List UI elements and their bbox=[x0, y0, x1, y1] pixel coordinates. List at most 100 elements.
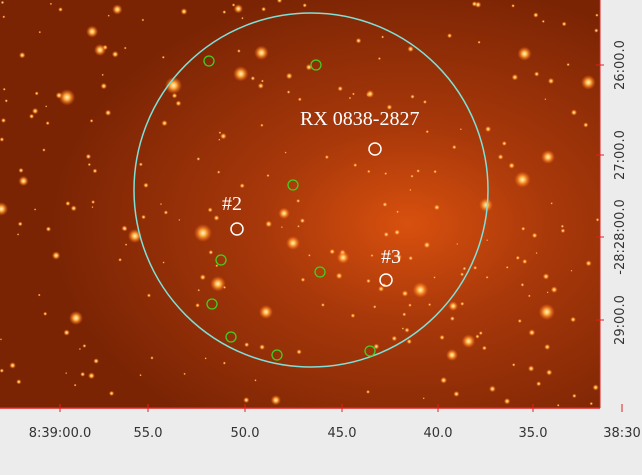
y-tick-label: -28:28:00.0 bbox=[613, 199, 628, 274]
star bbox=[73, 383, 77, 387]
star bbox=[207, 207, 213, 213]
star bbox=[175, 100, 182, 107]
star bbox=[351, 92, 355, 96]
source-label: #2 bbox=[222, 193, 242, 215]
star bbox=[503, 398, 511, 405]
star bbox=[570, 269, 573, 272]
star bbox=[108, 390, 115, 397]
star bbox=[82, 343, 87, 348]
star bbox=[123, 46, 127, 50]
star bbox=[45, 121, 50, 126]
star bbox=[521, 226, 526, 231]
star bbox=[4, 99, 8, 103]
star bbox=[161, 120, 168, 127]
star bbox=[517, 318, 522, 324]
x-tick-label: 50.0 bbox=[231, 426, 260, 441]
image bbox=[0, 0, 600, 408]
star bbox=[484, 125, 492, 133]
star bbox=[522, 258, 528, 265]
star bbox=[259, 344, 266, 351]
star bbox=[216, 170, 221, 174]
star bbox=[535, 251, 538, 255]
star bbox=[199, 274, 206, 281]
source-label: #3 bbox=[381, 246, 401, 268]
star bbox=[366, 278, 371, 284]
star bbox=[92, 168, 98, 174]
star bbox=[550, 286, 558, 294]
star bbox=[159, 202, 163, 206]
star bbox=[0, 117, 7, 123]
star bbox=[239, 183, 245, 189]
star bbox=[382, 202, 388, 207]
star bbox=[572, 393, 577, 399]
star bbox=[461, 334, 476, 349]
star bbox=[335, 272, 343, 280]
star bbox=[477, 40, 481, 44]
star bbox=[478, 331, 483, 336]
star bbox=[542, 273, 550, 280]
star bbox=[337, 85, 343, 92]
star bbox=[423, 241, 431, 249]
star bbox=[91, 200, 96, 204]
star bbox=[446, 349, 458, 361]
star bbox=[501, 140, 507, 146]
star bbox=[141, 18, 145, 22]
star bbox=[515, 255, 520, 261]
star bbox=[265, 220, 273, 228]
star bbox=[547, 77, 555, 85]
star bbox=[218, 131, 222, 135]
star bbox=[531, 232, 538, 239]
star bbox=[372, 305, 377, 309]
star bbox=[544, 343, 551, 351]
star bbox=[570, 316, 576, 323]
star bbox=[396, 210, 399, 214]
star bbox=[163, 210, 169, 215]
star bbox=[527, 294, 531, 298]
star bbox=[112, 4, 123, 15]
star bbox=[18, 51, 26, 59]
star bbox=[208, 249, 214, 255]
star bbox=[254, 45, 269, 60]
star bbox=[260, 79, 264, 83]
star bbox=[544, 98, 547, 101]
star bbox=[439, 334, 445, 341]
star bbox=[254, 379, 257, 382]
star bbox=[94, 44, 106, 56]
star bbox=[486, 239, 489, 242]
x-tick-label: 35.0 bbox=[519, 426, 548, 441]
star bbox=[404, 327, 410, 333]
star bbox=[33, 208, 37, 211]
star bbox=[546, 291, 549, 294]
star bbox=[231, 3, 236, 7]
star bbox=[594, 28, 599, 33]
star bbox=[257, 82, 264, 89]
star bbox=[2, 15, 6, 19]
star bbox=[336, 251, 350, 264]
star bbox=[300, 277, 306, 283]
star bbox=[381, 35, 385, 39]
star bbox=[384, 172, 388, 176]
star bbox=[222, 10, 227, 15]
star bbox=[396, 254, 402, 260]
star bbox=[55, 91, 63, 99]
star bbox=[220, 132, 227, 140]
star bbox=[9, 362, 16, 369]
star bbox=[401, 290, 409, 297]
star bbox=[366, 89, 375, 98]
stars bbox=[0, 0, 600, 407]
source-markers bbox=[230, 142, 393, 287]
star bbox=[475, 334, 480, 339]
star bbox=[514, 171, 531, 188]
star bbox=[197, 288, 201, 292]
star bbox=[433, 204, 440, 211]
star bbox=[409, 188, 412, 192]
star bbox=[355, 37, 362, 44]
star bbox=[511, 363, 516, 367]
star bbox=[58, 89, 76, 106]
region-circle bbox=[133, 12, 489, 368]
star bbox=[595, 217, 600, 222]
star bbox=[244, 342, 250, 348]
star bbox=[111, 50, 119, 58]
star bbox=[308, 253, 311, 257]
